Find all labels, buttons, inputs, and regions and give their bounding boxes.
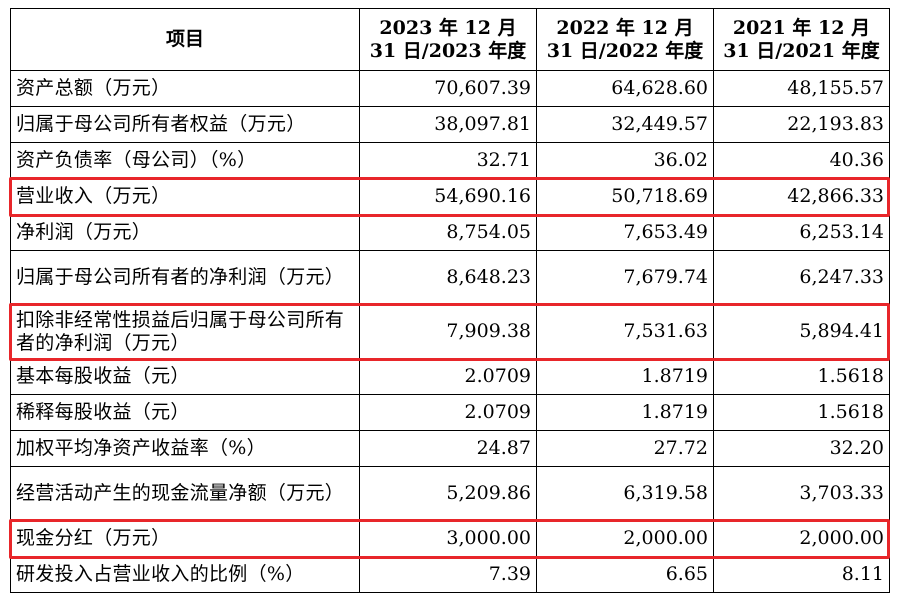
value-2023: 70,607.39 <box>359 70 537 107</box>
table-header-row: 项目 2023 年 12 月 31 日/2023 年度 2022 年 12 月 … <box>10 8 890 71</box>
row-label: 归属于母公司所有者的净利润（万元） <box>10 250 360 305</box>
table-row-highlighted: 现金分红（万元） 3,000.00 2,000.00 2,000.00 <box>10 520 890 557</box>
row-label: 扣除非经常性损益后归属于母公司所有者的净利润（万元） <box>10 304 360 359</box>
value-2021: 6,247.33 <box>713 250 890 305</box>
row-label: 资产负债率（母公司）（%） <box>10 142 360 179</box>
value-2023: 8,648.23 <box>359 250 537 305</box>
row-label: 归属于母公司所有者权益（万元） <box>10 106 360 143</box>
value-2022: 50,718.69 <box>536 178 714 215</box>
table-row: 资产负债率（母公司）（%） 32.71 36.02 40.36 <box>10 142 890 179</box>
value-2021: 5,894.41 <box>713 304 890 359</box>
value-2022: 64,628.60 <box>536 70 714 107</box>
row-label: 净利润（万元） <box>10 214 360 251</box>
header-2021: 2021 年 12 月 31 日/2021 年度 <box>713 8 890 71</box>
value-2021: 42,866.33 <box>713 178 890 215</box>
table-row-highlighted: 扣除非经常性损益后归属于母公司所有者的净利润（万元） 7,909.38 7,53… <box>10 304 890 359</box>
row-label: 加权平均净资产收益率（%） <box>10 430 360 467</box>
value-2022: 32,449.57 <box>536 106 714 143</box>
table-row: 资产总额（万元） 70,607.39 64,628.60 48,155.57 <box>10 70 890 107</box>
value-2023: 5,209.86 <box>359 466 537 521</box>
row-label: 营业收入（万元） <box>10 178 360 215</box>
value-2022: 36.02 <box>536 142 714 179</box>
financial-summary-table: 项目 2023 年 12 月 31 日/2023 年度 2022 年 12 月 … <box>10 8 890 593</box>
table-row: 基本每股收益（元） 2.0709 1.8719 1.5618 <box>10 358 890 395</box>
value-2023: 24.87 <box>359 430 537 467</box>
value-2022: 7,653.49 <box>536 214 714 251</box>
value-2021: 3,703.33 <box>713 466 890 521</box>
value-2022: 2,000.00 <box>536 520 714 557</box>
row-label: 稀释每股收益（元） <box>10 394 360 431</box>
value-2021: 48,155.57 <box>713 70 890 107</box>
value-2023: 8,754.05 <box>359 214 537 251</box>
table-row: 加权平均净资产收益率（%） 24.87 27.72 32.20 <box>10 430 890 467</box>
row-label: 研发投入占营业收入的比例（%） <box>10 556 360 593</box>
header-2023: 2023 年 12 月 31 日/2023 年度 <box>359 8 537 71</box>
table-row: 归属于母公司所有者的净利润（万元） 8,648.23 7,679.74 6,24… <box>10 250 890 305</box>
value-2023: 3,000.00 <box>359 520 537 557</box>
value-2023: 2.0709 <box>359 394 537 431</box>
value-2022: 1.8719 <box>536 394 714 431</box>
value-2021: 40.36 <box>713 142 890 179</box>
row-label: 资产总额（万元） <box>10 70 360 107</box>
row-label: 经营活动产生的现金流量净额（万元） <box>10 466 360 521</box>
row-label: 现金分红（万元） <box>10 520 360 557</box>
table-row: 归属于母公司所有者权益（万元） 38,097.81 32,449.57 22,1… <box>10 106 890 143</box>
row-label: 基本每股收益（元） <box>10 358 360 395</box>
value-2021: 2,000.00 <box>713 520 890 557</box>
value-2022: 7,679.74 <box>536 250 714 305</box>
value-2021: 1.5618 <box>713 394 890 431</box>
value-2021: 1.5618 <box>713 358 890 395</box>
value-2022: 1.8719 <box>536 358 714 395</box>
value-2021: 6,253.14 <box>713 214 890 251</box>
value-2023: 7.39 <box>359 556 537 593</box>
value-2022: 6,319.58 <box>536 466 714 521</box>
value-2022: 7,531.63 <box>536 304 714 359</box>
value-2023: 38,097.81 <box>359 106 537 143</box>
value-2023: 7,909.38 <box>359 304 537 359</box>
value-2022: 6.65 <box>536 556 714 593</box>
table-row: 净利润（万元） 8,754.05 7,653.49 6,253.14 <box>10 214 890 251</box>
value-2023: 32.71 <box>359 142 537 179</box>
header-2022: 2022 年 12 月 31 日/2022 年度 <box>536 8 714 71</box>
value-2022: 27.72 <box>536 430 714 467</box>
table-row-highlighted: 营业收入（万元） 54,690.16 50,718.69 42,866.33 <box>10 178 890 215</box>
table-row: 稀释每股收益（元） 2.0709 1.8719 1.5618 <box>10 394 890 431</box>
value-2021: 22,193.83 <box>713 106 890 143</box>
value-2023: 54,690.16 <box>359 178 537 215</box>
value-2021: 8.11 <box>713 556 890 593</box>
table-row: 经营活动产生的现金流量净额（万元） 5,209.86 6,319.58 3,70… <box>10 466 890 521</box>
value-2021: 32.20 <box>713 430 890 467</box>
value-2023: 2.0709 <box>359 358 537 395</box>
header-item: 项目 <box>10 8 360 71</box>
table-row: 研发投入占营业收入的比例（%） 7.39 6.65 8.11 <box>10 556 890 593</box>
